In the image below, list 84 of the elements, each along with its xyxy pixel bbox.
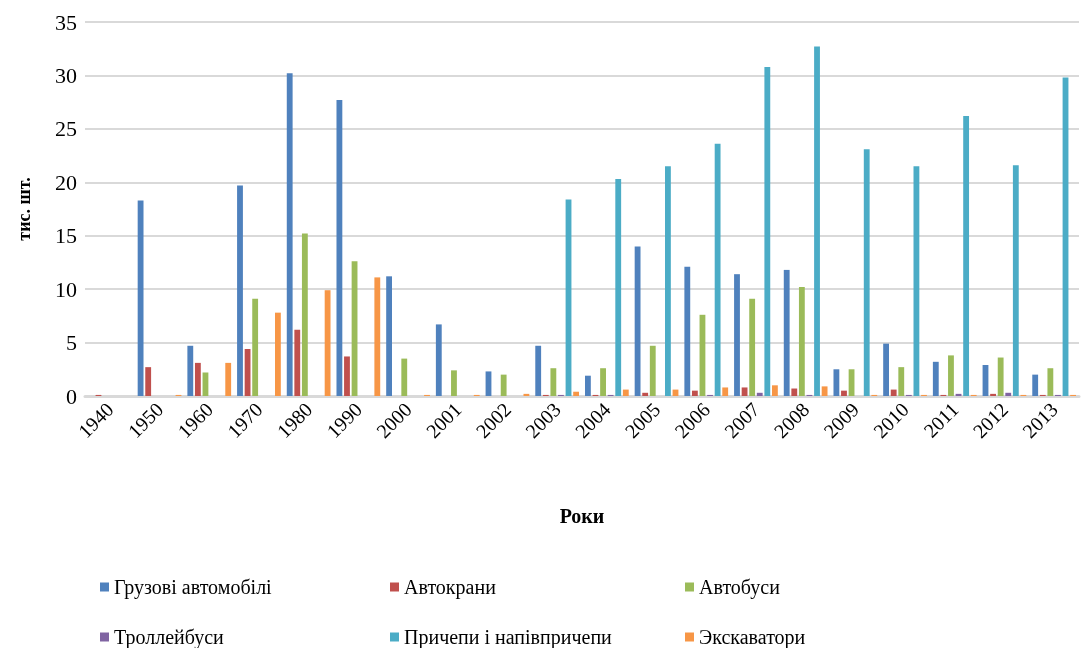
bar — [898, 367, 905, 396]
y-axis-title: тис. шт. — [14, 177, 34, 241]
legend-label: Причепи і напівпричепи — [404, 626, 613, 648]
bar — [252, 298, 259, 396]
bar — [401, 358, 408, 396]
bar — [863, 149, 870, 396]
bar — [997, 357, 1004, 396]
y-tick-label: 0 — [66, 383, 77, 409]
bar — [642, 392, 649, 396]
bar — [294, 329, 301, 396]
legend-label: Грузові автомобілі — [114, 576, 273, 599]
bar — [821, 386, 828, 396]
bar — [286, 73, 293, 396]
bar — [1012, 165, 1019, 396]
bar — [883, 343, 890, 396]
bar — [535, 345, 542, 396]
bar — [374, 277, 381, 396]
bar — [734, 274, 740, 396]
bar — [451, 370, 457, 396]
bar — [932, 361, 939, 396]
bar — [523, 393, 530, 396]
bar — [1047, 368, 1054, 396]
legend-label: Троллейбуси — [114, 626, 225, 648]
bar — [573, 391, 580, 396]
bar — [145, 367, 152, 396]
x-tick-label: 1970 — [222, 398, 267, 443]
bar — [665, 166, 671, 396]
bar — [187, 345, 194, 396]
bar — [344, 356, 350, 396]
bar — [615, 179, 622, 396]
y-tick-label: 25 — [55, 116, 77, 142]
bar — [783, 269, 790, 396]
y-tick-label: 5 — [66, 330, 77, 356]
legend-label: Автобуси — [699, 576, 781, 599]
y-tick-label: 35 — [55, 9, 77, 35]
bar — [137, 200, 144, 396]
bar — [622, 389, 629, 396]
bar — [500, 374, 507, 396]
bar — [600, 368, 606, 396]
bar — [550, 368, 557, 396]
bar — [741, 387, 748, 396]
bar — [749, 298, 756, 396]
x-tick-label: 2011 — [919, 398, 963, 442]
bar — [833, 369, 840, 396]
bar — [990, 393, 996, 396]
bar — [890, 389, 897, 396]
bar — [722, 387, 729, 396]
x-tick-label: 1990 — [322, 398, 367, 443]
bar — [634, 246, 641, 396]
y-tick-label: 15 — [55, 223, 77, 249]
x-tick-label: 1960 — [173, 398, 218, 443]
x-tick-label: 1980 — [272, 398, 317, 443]
bar — [649, 345, 656, 396]
bar — [225, 362, 232, 396]
bar — [841, 390, 847, 396]
bar — [764, 66, 771, 396]
bar — [1032, 374, 1039, 396]
bar — [301, 233, 308, 396]
bar — [691, 390, 698, 396]
y-tick-label: 10 — [55, 276, 77, 302]
bar — [194, 362, 201, 396]
bar — [948, 355, 954, 396]
bar — [771, 385, 778, 396]
bar — [584, 375, 591, 396]
bar — [791, 388, 798, 396]
bar — [714, 143, 721, 396]
x-tick-label: 1950 — [123, 398, 168, 443]
bar — [274, 312, 281, 396]
y-tick-label: 20 — [55, 169, 77, 195]
bar — [336, 100, 343, 396]
bar — [386, 276, 393, 396]
legend-label: Автокрани — [404, 576, 497, 599]
bar — [435, 324, 442, 396]
bar — [963, 116, 970, 396]
bar — [237, 185, 243, 396]
bar — [1005, 392, 1012, 396]
legend-label: Экскаватори — [699, 626, 806, 648]
bar — [814, 46, 820, 396]
y-tick-label: 30 — [55, 62, 77, 88]
bar — [684, 266, 691, 396]
bar — [324, 290, 331, 396]
bar — [756, 392, 763, 396]
x-axis-title: Роки — [559, 505, 605, 527]
bar — [798, 287, 805, 396]
